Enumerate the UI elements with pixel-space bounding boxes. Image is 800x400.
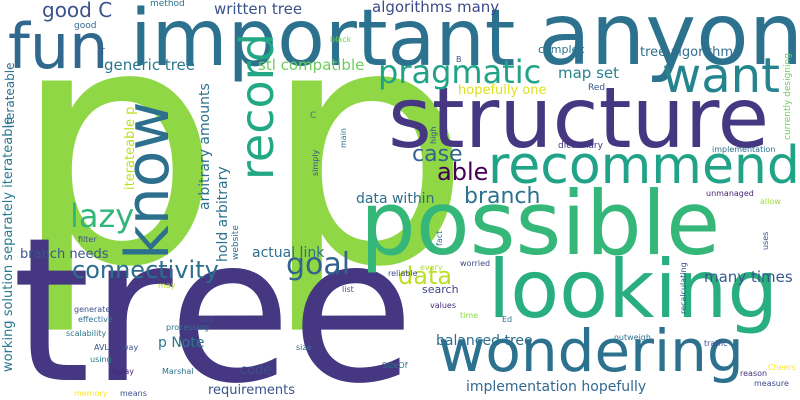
- word-stl-compatible: stl compatible: [258, 56, 365, 74]
- word-many-times: many times: [704, 268, 793, 286]
- word-website: website: [231, 225, 241, 260]
- word-record: record: [230, 33, 284, 180]
- word-using: using: [90, 355, 112, 364]
- word-reliable: reliable: [388, 269, 418, 278]
- word-lazy: lazy: [70, 197, 135, 235]
- word-requirements: requirements: [208, 383, 295, 398]
- word-implementation-hopefully: implementation hopefully: [466, 379, 647, 395]
- word-algorithms-many: algorithms many: [372, 0, 500, 16]
- word-generate: generate: [74, 305, 111, 314]
- word-anyone: anyone: [538, 0, 800, 85]
- word-p-right: p: [262, 0, 472, 339]
- word-splay: Splay: [112, 367, 135, 376]
- word-marshal: Marshal: [162, 367, 194, 376]
- word-case: case: [412, 142, 463, 167]
- word-structure: structure: [388, 69, 770, 167]
- word-hopefully-one: hopefully one: [458, 83, 547, 98]
- word-filter: filter: [78, 235, 97, 244]
- word-code: code: [240, 363, 272, 378]
- word-effective: effective: [78, 315, 113, 324]
- word-dictionary: dictionary: [558, 141, 603, 151]
- word-good-c: good C: [42, 0, 113, 22]
- word-processing: processing: [166, 323, 210, 332]
- word-generic-tree: generic tree: [104, 56, 196, 74]
- word-size: size: [296, 343, 312, 352]
- word-red: Red: [588, 83, 606, 93]
- word-balanced-tree: balanced tree: [436, 333, 533, 349]
- word-iterateable-p: iterateable p: [123, 106, 138, 190]
- word-c-small: C: [310, 111, 317, 121]
- word-working-solution: working solution separately iterateable: [1, 116, 16, 372]
- word-possible: possible: [360, 172, 721, 275]
- word-good-small: good: [74, 21, 97, 31]
- word-able: able: [437, 158, 489, 186]
- word-uses: uses: [761, 231, 770, 250]
- word-list: list: [342, 285, 354, 294]
- word-outweigh: outweigh: [614, 333, 651, 342]
- word-means: means: [120, 389, 147, 398]
- word-data-within: data within: [356, 191, 435, 207]
- word-branch: branch: [464, 184, 541, 209]
- word-reason: reason: [740, 369, 768, 378]
- word-complex: complex: [538, 43, 585, 56]
- word-ed: Ed: [502, 315, 513, 324]
- word-unmanaged: unmanaged: [706, 189, 754, 198]
- word-p-note: p Note: [158, 335, 205, 351]
- word-t-small: T: [100, 47, 105, 56]
- word-map-set: map set: [558, 64, 620, 82]
- word-currently-designing: currently designing: [783, 53, 793, 140]
- word-implementation-small: implementation: [712, 145, 776, 154]
- word-traffic: traffic: [704, 339, 728, 348]
- word-wondering: wondering: [438, 317, 744, 385]
- word-will: will: [200, 315, 214, 324]
- word-tree-algorithms: tree algorithms: [640, 45, 740, 60]
- word-tree-big: tree: [12, 195, 415, 400]
- word-way: way: [122, 343, 139, 352]
- word-branch-needs: branch needs: [20, 247, 109, 262]
- word-method: method: [150, 0, 185, 9]
- word-cheers: Cheers: [768, 363, 796, 372]
- word-recalculating: recalculating: [679, 262, 688, 314]
- word-b-small: B: [456, 55, 462, 64]
- word-important: important: [130, 0, 516, 84]
- word-scalability: scalability: [66, 329, 107, 338]
- word-may: may: [158, 281, 176, 290]
- word-data: data: [398, 262, 453, 290]
- word-connectivity: connectivity: [72, 256, 219, 284]
- word-time: time: [460, 311, 479, 320]
- word-avl: AVL: [94, 343, 109, 352]
- word-fact: fact: [435, 230, 444, 246]
- word-written-tree: written tree: [214, 0, 303, 18]
- word-values: values: [430, 301, 457, 310]
- word-memory: memory: [74, 389, 108, 398]
- word-search: search: [422, 283, 459, 296]
- word-looking: looking: [488, 243, 779, 336]
- word-main: main: [339, 128, 348, 148]
- word-hold-arbitrary: hold arbitrary: [215, 166, 231, 262]
- word-every: every: [420, 263, 443, 272]
- word-high: high: [429, 126, 438, 144]
- word-worried: worried: [460, 259, 491, 268]
- word-pragmatic: pragmatic: [378, 53, 542, 91]
- word-simply: simply: [311, 149, 320, 176]
- word-fun: fun: [8, 10, 109, 83]
- word-want: want: [662, 48, 780, 104]
- word-actual-link: actual link: [252, 245, 325, 261]
- word-black: black: [330, 35, 352, 44]
- word-measure: measure: [754, 379, 789, 388]
- word-goal: goal: [286, 247, 351, 282]
- word-arbitrary-amounts: arbitrary amounts: [197, 83, 213, 210]
- word-sizeof: SizeOf: [382, 361, 408, 370]
- word-recommend: recommend: [488, 136, 800, 196]
- word-allow: allow: [760, 197, 781, 206]
- word-p-left: p: [12, 0, 222, 339]
